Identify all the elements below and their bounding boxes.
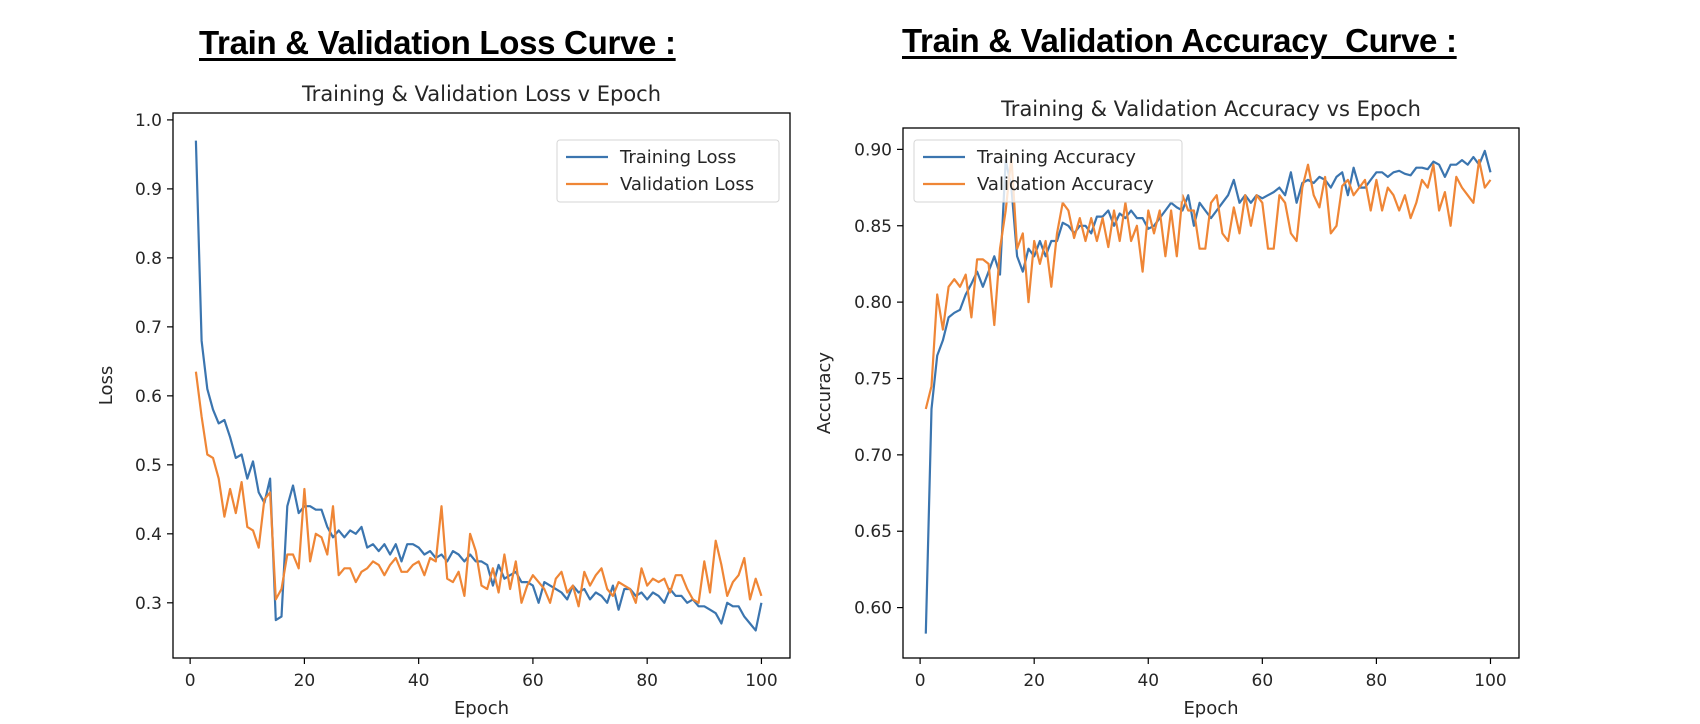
y-tick-label: 0.5 <box>135 456 162 476</box>
x-tick-label: 20 <box>294 671 316 691</box>
series-line-validation <box>924 155 1492 410</box>
x-tick-label: 0 <box>185 671 196 691</box>
x-tick-label: 40 <box>1137 671 1159 691</box>
legend-box <box>913 139 1183 203</box>
y-tick-label: 0.70 <box>854 446 892 466</box>
x-axis-label: Epoch <box>454 698 509 719</box>
y-tick-label: 0.80 <box>854 293 892 313</box>
y-tick-label: 0.7 <box>135 318 162 338</box>
y-tick-label: 0.90 <box>854 140 892 160</box>
axes-frame <box>902 127 1520 659</box>
y-axis-label: Loss <box>96 366 117 405</box>
legend-entry: Validation Loss <box>620 174 754 195</box>
x-tick-label: 60 <box>522 671 544 691</box>
x-tick-label: 80 <box>636 671 658 691</box>
legend: Training Accuracy Validation Accuracy <box>913 139 1183 203</box>
y-tick-label: 0.8 <box>135 249 162 269</box>
y-axis-label: Accuracy <box>814 352 835 435</box>
legend-entry: Validation Accuracy <box>977 174 1154 195</box>
loss-curve-heading: Train & Validation Loss Curve : <box>199 24 676 61</box>
chart-title: Training & Validation Loss v Epoch <box>301 82 661 106</box>
x-tick-label: 100 <box>745 671 777 691</box>
y-tick-label: 1.0 <box>135 111 162 131</box>
x-tick-label: 100 <box>1474 671 1506 691</box>
y-tick-label: 0.75 <box>854 369 892 389</box>
y-tick-label: 0.9 <box>135 180 162 200</box>
legend-entry: Training Loss <box>619 147 736 168</box>
chart-title: Training & Validation Accuracy vs Epoch <box>1000 97 1421 121</box>
series-line-training <box>924 149 1492 634</box>
series-line-validation <box>194 371 763 608</box>
x-tick-label: 40 <box>408 671 430 691</box>
x-tick-label: 80 <box>1366 671 1388 691</box>
x-tick-label: 60 <box>1252 671 1274 691</box>
y-tick-label: 0.4 <box>135 525 162 545</box>
y-tick-label: 0.3 <box>135 594 162 614</box>
accuracy-curve-heading: Train & Validation Accuracy Curve : <box>902 22 1457 59</box>
y-tick-label: 0.65 <box>854 522 892 542</box>
series-line-training <box>194 140 763 632</box>
loss-chart: Training & Validation Loss v Epoch 0 20 40 6… <box>96 82 791 719</box>
legend: Training Loss Validation Loss <box>556 139 780 203</box>
x-axis-label: Epoch <box>1183 698 1238 719</box>
legend-entry: Training Accuracy <box>976 147 1136 168</box>
y-tick-label: 0.60 <box>854 599 892 619</box>
legend-box <box>556 139 780 203</box>
y-tick-label: 0.85 <box>854 217 892 237</box>
y-tick-label: 0.6 <box>135 387 162 407</box>
x-tick-label: 20 <box>1023 671 1045 691</box>
axes-frame <box>172 112 791 659</box>
x-tick-label: 0 <box>915 671 926 691</box>
